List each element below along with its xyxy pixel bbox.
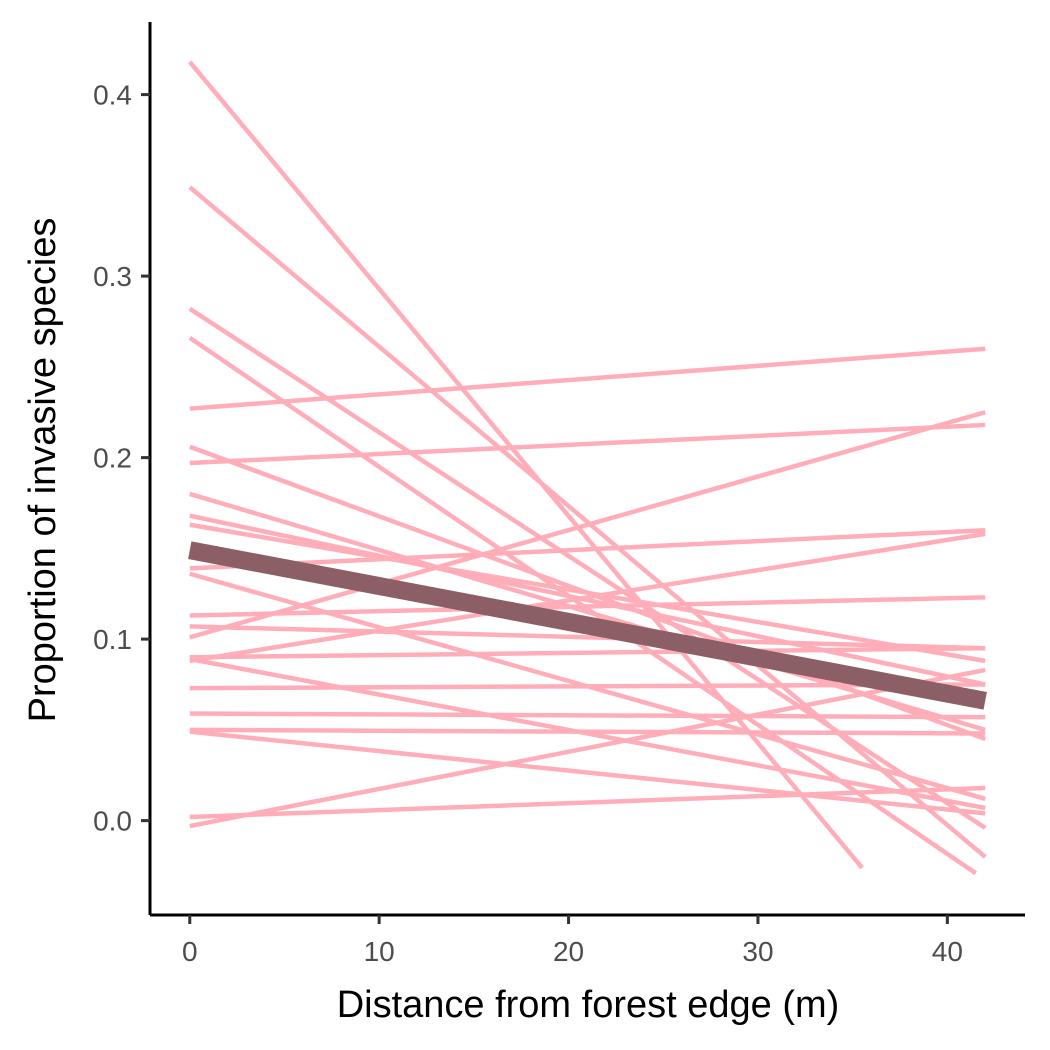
y-axis-title: Proportion of invasive species xyxy=(22,218,64,723)
group-line-17 xyxy=(189,531,986,664)
group-line-15 xyxy=(189,410,986,640)
group-line-8 xyxy=(189,491,986,733)
group-lines xyxy=(188,60,987,876)
group-line-1 xyxy=(188,60,864,870)
group-line-19 xyxy=(189,682,986,691)
group-line-2 xyxy=(188,185,987,859)
x-tick-label: 30 xyxy=(742,936,773,967)
group-line-22 xyxy=(189,729,986,816)
x-tick-label: 40 xyxy=(932,936,963,967)
group-line-23 xyxy=(189,785,986,820)
group-line-16 xyxy=(189,645,986,660)
group-line-20 xyxy=(189,711,986,720)
x-axis-title: Distance from forest edge (m) xyxy=(337,984,840,1026)
x-tick-label: 10 xyxy=(364,936,395,967)
overall-trend-line xyxy=(188,541,987,710)
x-tick-label: 0 xyxy=(182,936,198,967)
y-tick-label: 0.2 xyxy=(93,443,132,474)
group-line-10 xyxy=(189,522,986,664)
group-line-5 xyxy=(189,346,986,411)
x-tick-label: 20 xyxy=(553,936,584,967)
group-line-9 xyxy=(189,513,986,687)
group-line-7 xyxy=(189,422,986,466)
overall-line-layer xyxy=(188,541,987,710)
y-tick-label: 0.0 xyxy=(93,806,132,837)
group-line-13 xyxy=(189,595,986,618)
y-ticks: 0.0 0.1 0.2 0.3 0.4 xyxy=(93,80,150,837)
y-tick-label: 0.4 xyxy=(93,80,132,111)
y-tick-label: 0.3 xyxy=(93,261,132,292)
y-tick-label: 0.1 xyxy=(93,624,132,655)
group-line-11 xyxy=(189,527,986,571)
group-line-21 xyxy=(189,727,986,736)
group-line-3 xyxy=(188,306,987,830)
group-line-14 xyxy=(189,624,986,651)
axes: 0.0 0.1 0.2 0.3 0.4 0 10 20 30 40 xyxy=(93,22,1025,967)
group-line-24 xyxy=(189,667,986,829)
x-ticks: 0 10 20 30 40 xyxy=(182,915,963,967)
